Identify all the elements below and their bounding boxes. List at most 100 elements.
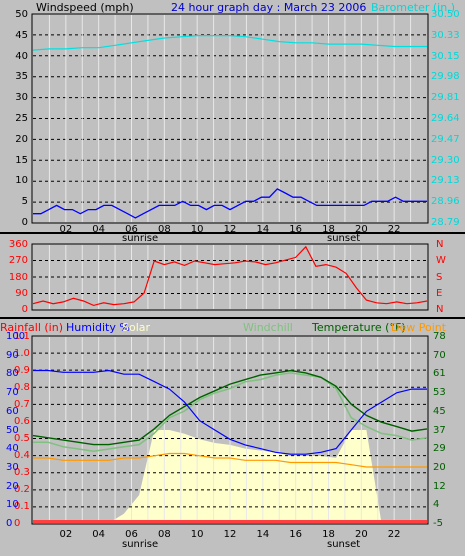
- barometer-axis-label: Barometer (in.): [371, 1, 455, 14]
- p1-right-tick: 30.15: [431, 50, 460, 62]
- sunset-label-1: sunset: [327, 233, 361, 244]
- p3-hum-tick: 30: [6, 461, 19, 473]
- p2-left-tick: 270: [8, 255, 28, 267]
- x-tick-label: 18: [322, 224, 335, 235]
- p3-temp-tick: 29: [433, 443, 446, 455]
- x-tick-label: 12: [223, 224, 237, 235]
- p2-left-tick: 360: [8, 239, 28, 250]
- p3-hum-tick: 100: [6, 331, 26, 342]
- x-tick-label: 20: [354, 224, 368, 235]
- sunset-label-2: sunset: [327, 539, 361, 550]
- x-tick-label: 22: [387, 529, 401, 540]
- p2-right-tick: E: [436, 287, 443, 299]
- p2-left-tick: 180: [8, 271, 28, 283]
- x-tick-label: 08: [157, 529, 171, 540]
- p1-left-tick: 15: [15, 154, 28, 166]
- p3-hum-tick: 50: [6, 424, 19, 436]
- p3-rain-tick: 0.2: [14, 484, 30, 495]
- p2-left-tick: 0: [21, 304, 28, 315]
- panel3-gridlines: [33, 337, 427, 523]
- x-tick-label: 12: [223, 529, 237, 540]
- p3-temp-tick: 53: [433, 387, 446, 399]
- p3-hum-tick: 0: [6, 518, 13, 529]
- p3-rain-tick: 0.4: [14, 450, 30, 461]
- p1-left-tick: 50: [15, 9, 28, 20]
- x-tick-label: 04: [92, 224, 106, 235]
- p3-rain-tick: 0.7: [14, 399, 30, 410]
- chart-title: 24 hour graph day : March 23 2006: [171, 1, 367, 14]
- x-tick-label: 22: [387, 224, 401, 235]
- sunrise-label-2: sunrise: [122, 539, 159, 550]
- p3-temp-tick: 4: [433, 499, 440, 511]
- x-tick-label: 02: [59, 529, 73, 540]
- p3-temp-tick: -5: [433, 518, 443, 529]
- windspeed-series-line: [33, 188, 427, 219]
- p3-temp-tick: 20: [433, 461, 446, 473]
- p1-left-tick: 35: [15, 71, 28, 83]
- p1-right-tick: 30.33: [431, 29, 460, 41]
- p3-rain-tick: 0.8: [14, 382, 30, 393]
- p3-hum-tick: 80: [6, 368, 19, 380]
- p2-left-tick: 90: [15, 287, 28, 299]
- sunrise-label-1: sunrise: [122, 233, 159, 244]
- rainfall-axis-label: Rainfall (in): [0, 321, 64, 334]
- x-tick-label: 14: [256, 224, 270, 235]
- x-tick-label: 18: [322, 529, 335, 540]
- p3-temp-tick: 61: [433, 368, 446, 380]
- p2-right-tick: N: [436, 304, 444, 315]
- p3-rain-tick: 0.5: [14, 433, 30, 444]
- p3-rain-tick: 1.0: [14, 348, 30, 359]
- p3-rain-tick: 0.9: [14, 365, 30, 376]
- temperature-axis-label: Temperature (°F): [312, 321, 406, 334]
- p3-hum-tick: 60: [6, 405, 19, 417]
- p3-temp-tick: 78: [433, 331, 446, 342]
- dewpoint-axis-label: Dew Point: [391, 321, 447, 334]
- p3-rain-tick: 0.3: [14, 467, 30, 478]
- p3-temp-tick: 45: [433, 405, 446, 417]
- p1-right-tick: 28.79: [431, 217, 460, 228]
- p1-right-tick: 28.96: [431, 196, 460, 208]
- p1-right-tick: 29.64: [431, 113, 460, 124]
- barometer-series-line: [32, 34, 427, 51]
- p1-left-tick: 40: [15, 50, 28, 62]
- p3-hum-tick: 40: [6, 443, 19, 455]
- temperature-series-line: [32, 369, 428, 446]
- dewpoint-series-line: [33, 452, 427, 468]
- p3-temp-tick: 12: [433, 480, 446, 492]
- p3-rain-tick: 0.6: [14, 416, 30, 427]
- p1-left-tick: 10: [15, 175, 28, 187]
- p2-right-tick: N: [436, 239, 444, 250]
- windspeed-axis-label: Windspeed (mph): [36, 1, 134, 14]
- humidity-axis-label: Humidity %: [66, 321, 130, 334]
- p1-left-tick: 25: [15, 113, 28, 124]
- p3-hum-tick: 10: [6, 499, 19, 511]
- panel1-vertical-gridlines: [48, 15, 412, 222]
- p1-right-tick: 29.98: [431, 71, 460, 83]
- x-tick-label: 08: [157, 224, 171, 235]
- p3-hum-tick: 70: [6, 387, 19, 399]
- x-tick-label: 14: [256, 529, 270, 540]
- x-tick-label: 06: [125, 224, 138, 235]
- p1-left-tick: 20: [15, 133, 28, 145]
- p1-left-tick: 30: [15, 92, 28, 104]
- x-tick-label: 20: [354, 529, 368, 540]
- p2-right-tick: W: [436, 255, 446, 267]
- p1-right-tick: 29.13: [431, 175, 460, 187]
- solar-axis-label: Solar: [122, 321, 151, 334]
- p3-hum-tick: 20: [6, 480, 19, 492]
- p3-rain-tick: 0: [14, 518, 21, 529]
- p2-right-tick: S: [436, 271, 443, 283]
- humidity-series-line: [33, 369, 427, 455]
- p1-right-tick: 29.30: [431, 154, 460, 166]
- windchill-axis-label: Windchill: [243, 321, 293, 334]
- x-tick-label: 06: [125, 529, 138, 540]
- p1-right-tick: 30.50: [431, 9, 460, 20]
- rainfall-series-bar: [33, 520, 427, 523]
- p3-rain-tick: 0.1: [14, 501, 30, 512]
- x-tick-label: 10: [190, 224, 204, 235]
- panel2-gridlines: [33, 245, 427, 309]
- p1-left-tick: 0: [21, 217, 28, 228]
- p1-right-tick: 29.47: [431, 133, 460, 145]
